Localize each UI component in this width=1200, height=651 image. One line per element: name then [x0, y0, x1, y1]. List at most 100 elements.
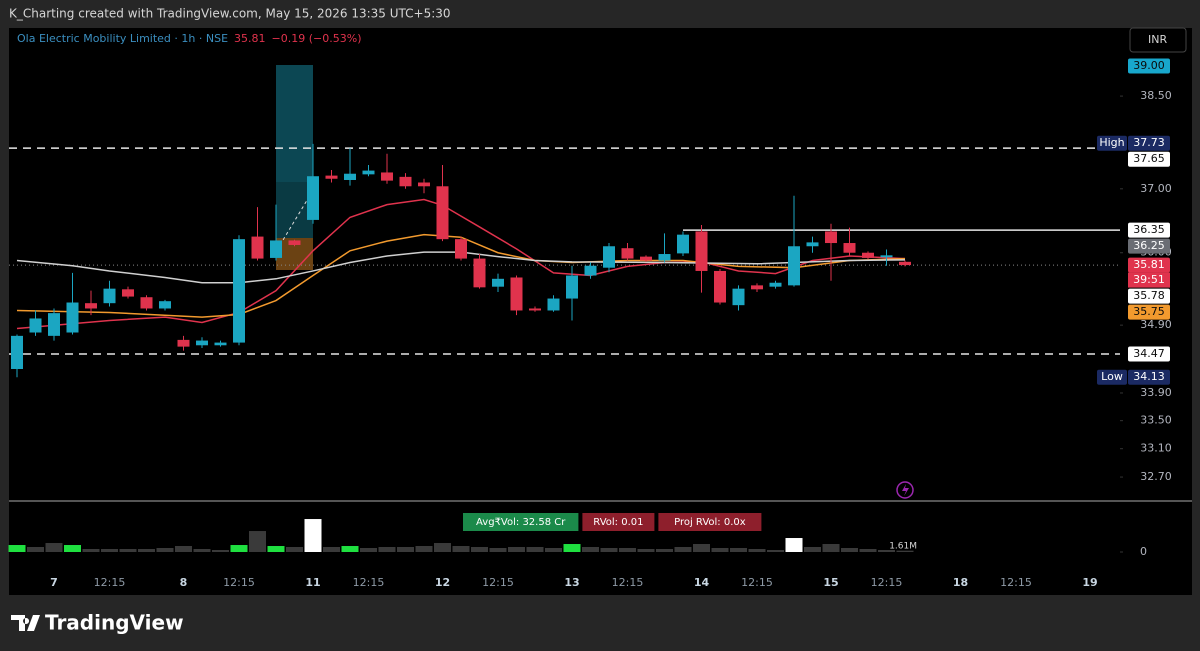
candle-body [529, 308, 541, 311]
position-line [279, 191, 313, 246]
candle-body [103, 288, 116, 304]
volume-bar [101, 549, 118, 552]
volume-bar [119, 549, 137, 552]
price-label-box [1128, 58, 1170, 74]
candle-body [806, 242, 819, 247]
volume-bar [600, 548, 618, 552]
volume-bar [878, 550, 895, 552]
candle-body [603, 246, 615, 268]
candle-body [714, 270, 726, 303]
candle-body [48, 313, 60, 336]
y-tick-label: 33.50 [1140, 414, 1172, 427]
candle-body [436, 186, 449, 240]
volume-bar [249, 531, 266, 552]
candle-body [658, 254, 671, 261]
price-label-box [1128, 151, 1170, 167]
volume-bar [656, 549, 673, 552]
y-tick-label: 37.00 [1140, 182, 1172, 195]
volume-bar [785, 538, 803, 552]
volume-bar [212, 550, 229, 552]
x-tick-label: 12:15 [1000, 576, 1032, 589]
candle-body [455, 239, 467, 259]
volume-bar [64, 545, 81, 552]
x-tick-label: 7 [50, 576, 58, 589]
candle-body [492, 278, 504, 287]
price-label: 39.00 [1133, 59, 1165, 72]
volume-bar [82, 549, 100, 552]
volume-bar [434, 543, 451, 552]
price-label: 37.73 [1133, 136, 1165, 149]
volume-bar [267, 546, 285, 552]
x-tick-label: 12:15 [741, 576, 773, 589]
volume-bar [193, 549, 211, 552]
price-label: 35.75 [1133, 305, 1165, 318]
countdown: 39:51 [1133, 273, 1165, 286]
x-tick-label: 12:15 [353, 576, 385, 589]
x-tick-label: 18 [953, 576, 968, 589]
volume-bar [415, 546, 433, 552]
x-tick-label: 15 [823, 576, 838, 589]
candle-body [695, 231, 708, 271]
volume-badge [582, 513, 655, 531]
volume-bar [804, 547, 821, 552]
volume-bar [859, 549, 877, 552]
volume-bar [397, 547, 414, 552]
candle-body [270, 240, 282, 258]
candle-body [566, 275, 578, 299]
candle-body [880, 255, 893, 258]
candle-body [584, 265, 597, 276]
price-label-box [1128, 346, 1170, 362]
volume-bar [711, 548, 729, 552]
volume-bar [341, 546, 359, 552]
caption: K_Charting created with TradingView.com,… [9, 7, 451, 21]
volume-bar [619, 548, 636, 552]
price-tag: Low [1101, 370, 1123, 383]
candle-body [196, 340, 208, 346]
candle-body [362, 170, 375, 175]
price-label: 36.25 [1133, 239, 1165, 252]
price-label: 34.47 [1133, 347, 1165, 360]
moving-average [16, 251, 906, 284]
alert-icon[interactable] [896, 481, 914, 499]
symbol-title: Ola Electric Mobility Limited · 1h · NSE [17, 32, 228, 45]
volume-label: 1.61M [889, 542, 917, 552]
y-tick-label: 33.10 [1140, 442, 1172, 455]
candle-body [473, 258, 486, 288]
candle-body [288, 240, 301, 245]
volume-bar [378, 547, 396, 552]
x-tick-label: 14 [694, 576, 710, 589]
volume-badge-text: Avg₹Vol: 32.58 Cr [476, 517, 566, 528]
volume-bar [230, 545, 248, 552]
volume-tick-label: 0 [1140, 545, 1147, 558]
alert-bolt [902, 484, 909, 496]
candle-body [159, 301, 171, 309]
legend: Ola Electric Mobility Limited · 1h · NSE… [17, 32, 361, 45]
volume-bar [730, 548, 747, 552]
candle-body [769, 282, 782, 287]
x-tick-label: 11 [305, 576, 320, 589]
currency-box[interactable] [1129, 27, 1187, 53]
candle-body [325, 175, 338, 179]
volume-bar [822, 544, 840, 552]
price-tag: High [1099, 136, 1124, 149]
y-tick-label: 33.90 [1140, 386, 1172, 399]
volume-bar [156, 548, 174, 552]
price-tag-box [1097, 369, 1127, 385]
candle-body [381, 172, 393, 181]
price-label-box [1128, 304, 1170, 320]
x-tick-label: 12:15 [612, 576, 644, 589]
price-label: 35.81 [1133, 258, 1165, 271]
volume-bar [582, 547, 599, 552]
volume-bar [471, 547, 488, 552]
currency[interactable]: INR [1148, 33, 1167, 46]
target-zone [276, 182, 313, 238]
volume-bar [693, 544, 710, 552]
candle-body [344, 173, 356, 180]
candle-body [399, 176, 412, 187]
x-tick-label: 12:15 [223, 576, 255, 589]
candle-body [677, 234, 689, 254]
price-label: 35.78 [1133, 289, 1165, 302]
price-label: 36.35 [1133, 223, 1165, 236]
x-tick-label: 12:15 [482, 576, 514, 589]
